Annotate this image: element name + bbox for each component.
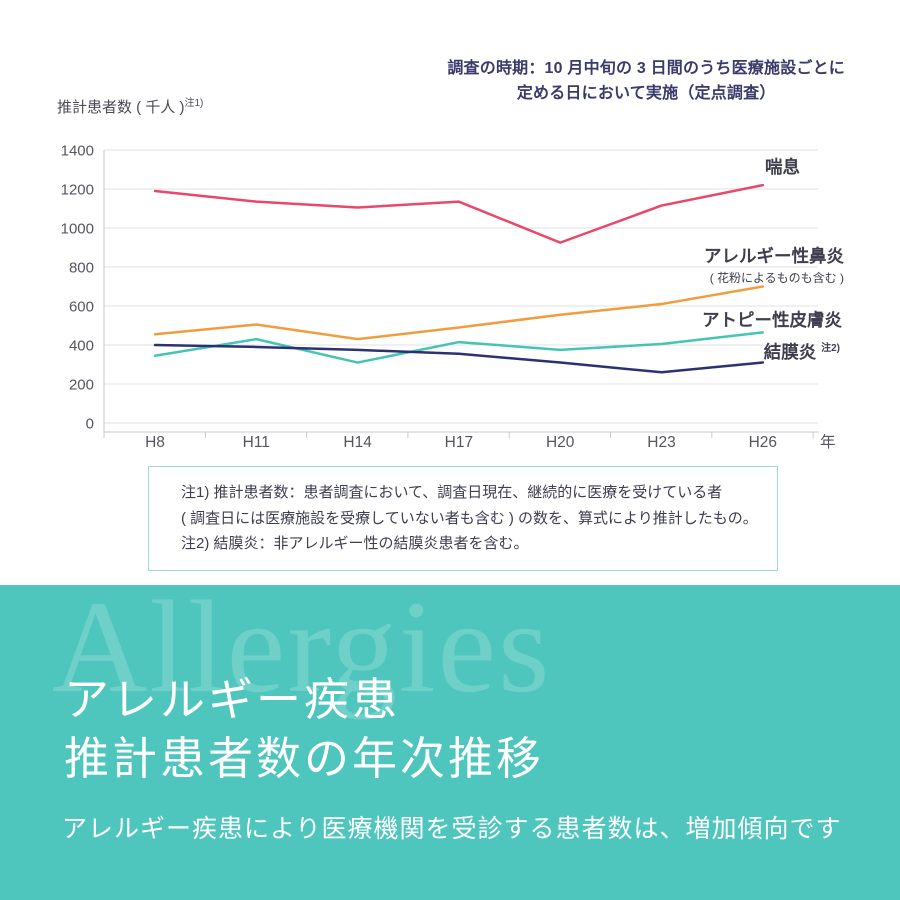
legend-atopic-label: アトピー性皮膚炎 [702,310,842,330]
y-tick-label-600: 600 [69,299,94,316]
legend-rhinitis-label: アレルギー性鼻炎 [704,246,844,266]
footnotes-box: 注1) 推計患者数：患者調査において、調査日現在、継続的に医療を受けている者 (… [148,466,778,571]
y-tick-label-800: 800 [69,260,94,277]
x-tick-label-H11: H11 [243,434,270,451]
survey-period-note-line2: 定める日において実施（定点調査） [516,85,776,102]
footnote-line-1: 注1) 推計患者数：患者調査において、調査日現在、継続的に医療を受けている者 [181,484,723,501]
footnote-line-2: ( 調査日には医療施設を受療していない者も含む ) の数を、算式により推計したも… [181,509,758,527]
x-tick-label-H26: H26 [749,434,777,451]
x-tick-label-H8: H8 [145,434,165,451]
y-tick-label-1200: 1200 [61,182,94,199]
survey-period-note: 調査の時期：10 月中旬の 3 日間のうち医療施設ごとに 定める日において実施（… [447,56,845,106]
y-tick-label-400: 400 [69,338,94,355]
legend-atopic: アトピー性皮膚炎 [702,310,842,330]
legend-conjunctivitis-note-ref: 注2) [821,343,840,354]
series-line-2 [153,331,765,364]
footer-subtitle: アレルギー疾患により医療機関を受診する患者数は、増加傾向です [62,816,842,843]
y-tick-label-1000: 1000 [61,221,94,238]
y-tick-label-200: 200 [69,377,94,394]
y-axis-title-note-ref: 注1) [184,98,204,109]
x-tick-label-H14: H14 [343,434,372,451]
legend-conjunctivitis-label: 結膜炎 [763,341,817,362]
legend-rhinitis-sublabel: ( 花粉によるものも含む ) [709,271,844,285]
series-line-0 [153,183,765,244]
legend-conjunctivitis: 結膜炎 注2) [764,339,840,362]
x-axis-unit-label: 年 [820,433,836,451]
line-chart: 0 200 400 600 800 1000 1200 1400 H8 H11 H14 H17 H20 H… [61,143,836,452]
footer-band: Allergies アレルギー疾患 推計患者数の年次推移 アレルギー疾患により医… [0,585,900,900]
footer-watermark-text: Allergies [52,585,552,720]
series-line-3 [153,343,765,374]
y-axis-title: 推計患者数 ( 千人 )注1) [57,94,203,117]
legend-asthma: 喘息 [765,157,800,177]
x-tick-label-H23: H23 [647,434,675,451]
legend-asthma-label: 喘息 [765,157,800,177]
legend-rhinitis: アレルギー性鼻炎 ( 花粉によるものも含む ) [704,246,844,288]
footnote-line-3: 注2) 結膜炎：非アレルギー性の結膜炎患者を含む。 [181,535,529,552]
footer-title-line1: アレルギー疾患 [64,675,401,725]
x-tick-label-H17: H17 [445,434,473,451]
y-tick-label-1400: 1400 [61,143,94,160]
x-tick-label-H20: H20 [546,434,575,451]
footer-title-line2: 推計患者数の年次推移 [64,734,545,784]
footer-title: アレルギー疾患 推計患者数の年次推移 [64,671,544,789]
survey-period-note-line1: 調査の時期：10 月中旬の 3 日間のうち医療施設ごとに [447,60,845,77]
series-line-1 [153,285,765,341]
y-tick-label-0: 0 [86,416,94,433]
y-axis-title-text: 推計患者数 ( 千人 ) [57,99,185,116]
